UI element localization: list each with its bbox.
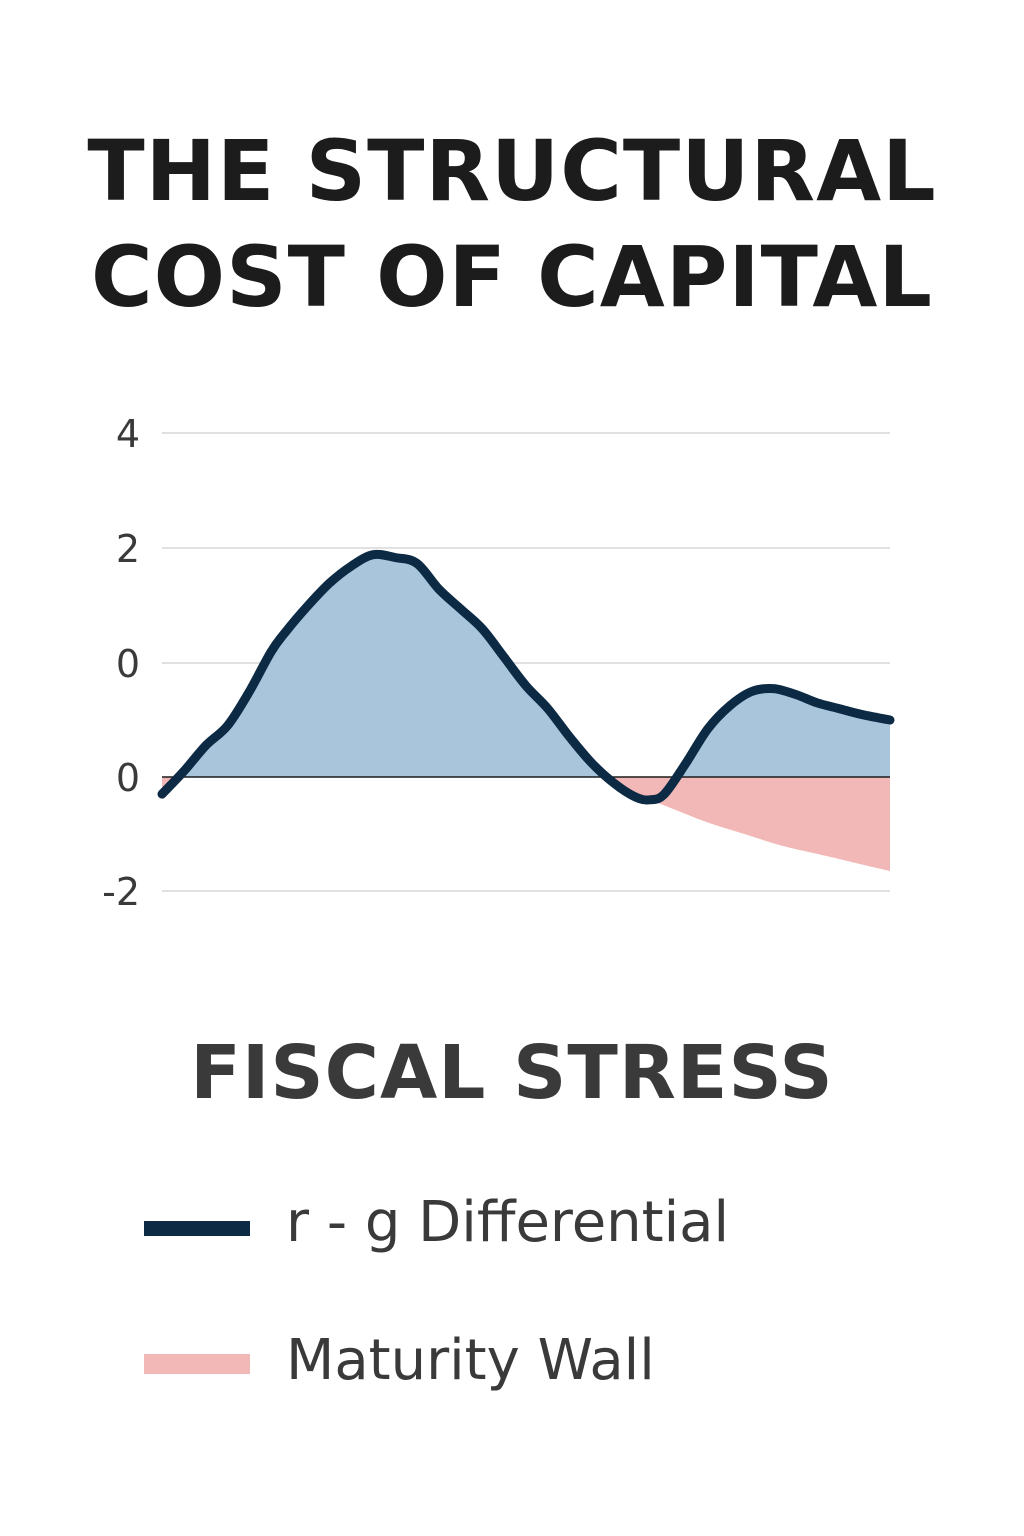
legend-swatch-line: [144, 1221, 250, 1236]
legend-label: r - g Differential: [286, 1190, 730, 1255]
y-tick-label: -2: [102, 870, 140, 914]
maturity-wall-area: [162, 725, 890, 872]
y-axis-tick-labels: 4 2 0 0 -2: [102, 412, 140, 914]
chart-subtitle: FISCAL STRESS: [190, 1030, 834, 1116]
legend-label: Maturity Wall: [286, 1328, 655, 1393]
y-tick-label: 4: [116, 412, 140, 456]
y-tick-label: 2: [116, 527, 140, 571]
title-line-2: COST OF CAPITAL: [91, 228, 933, 326]
positive-differential-area: [162, 554, 890, 777]
legend-swatch-area: [144, 1354, 250, 1374]
y-tick-label: 0: [116, 756, 140, 800]
r-g-differential-line: [157, 549, 895, 805]
page-title: THE STRUCTURAL COST OF CAPITAL: [0, 118, 1024, 330]
area-chart: 4 2 0 0 -2: [102, 412, 895, 914]
title-line-1: THE STRUCTURAL: [87, 122, 937, 220]
y-tick-label: 0: [116, 642, 140, 686]
